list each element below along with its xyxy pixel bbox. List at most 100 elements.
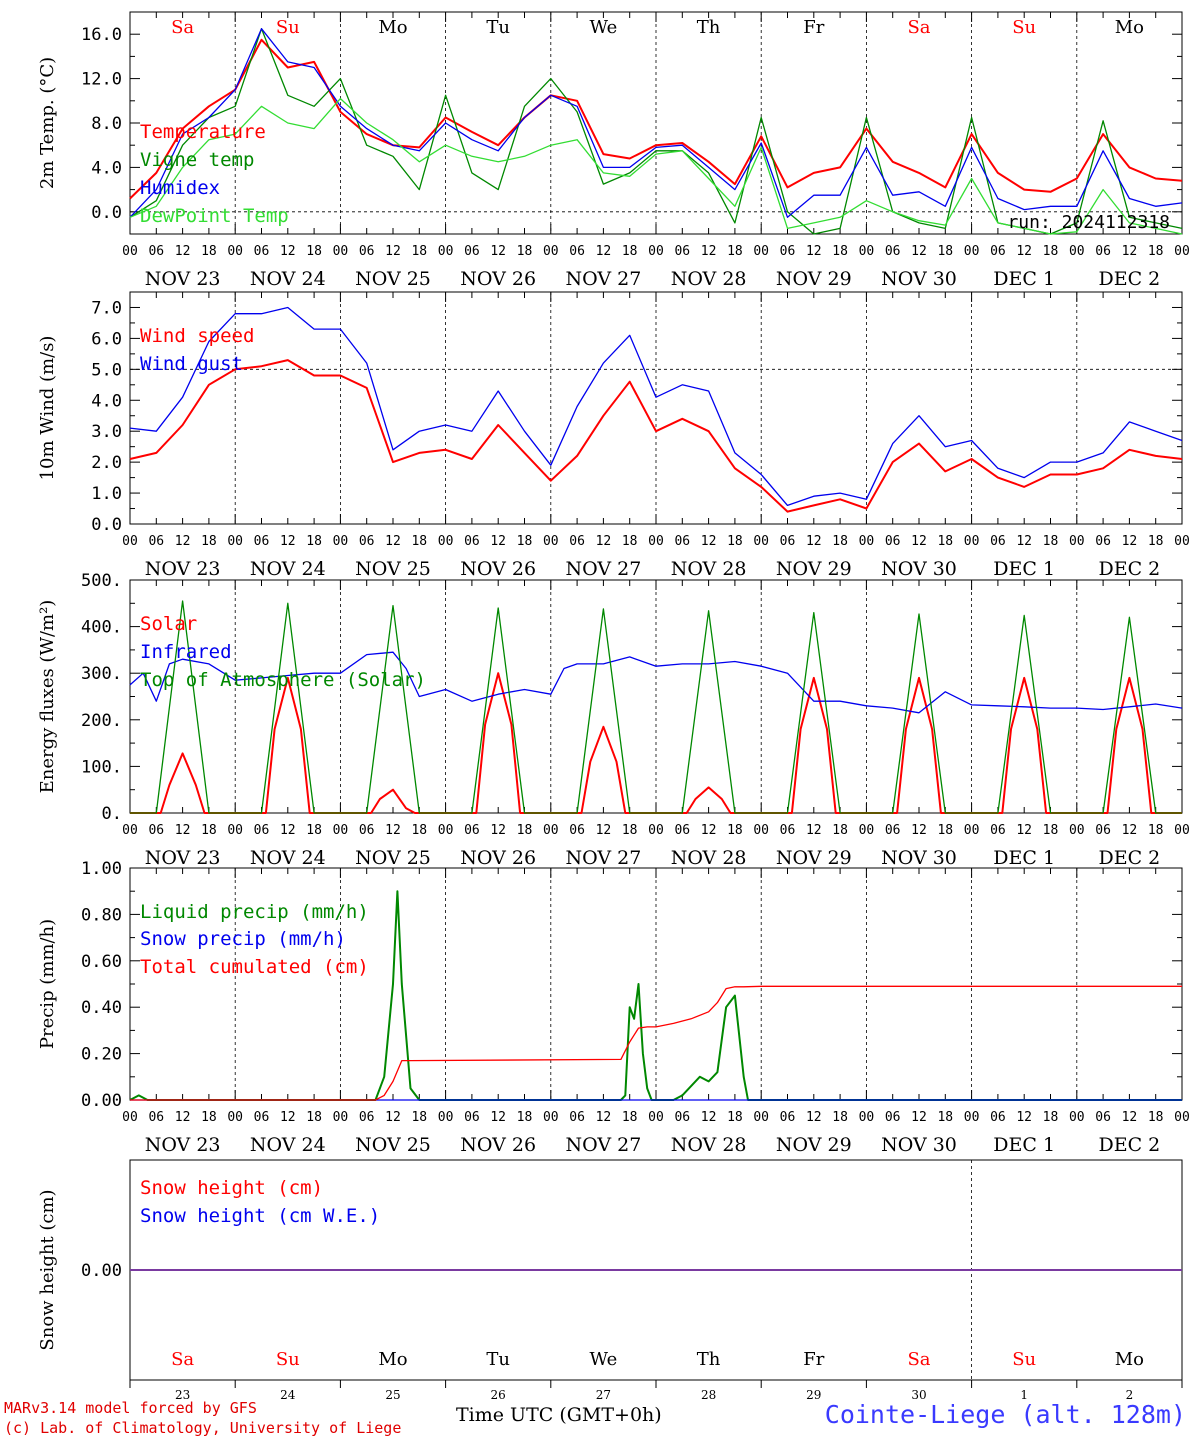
day-number-label: 29	[806, 1388, 821, 1402]
x-date-label: NOV 26	[460, 268, 536, 290]
x-hour-label: 18	[832, 244, 848, 259]
x-hour-label: 12	[385, 244, 401, 259]
x-hour-label: 12	[596, 1110, 612, 1125]
series-line-humidex	[129, 28, 1183, 218]
x-date-label: NOV 27	[565, 558, 641, 580]
x-date-label: NOV 23	[145, 558, 221, 580]
x-hour-label: 06	[885, 244, 901, 259]
x-hour-label: 00	[859, 534, 875, 549]
x-hour-label: 18	[727, 823, 743, 838]
legend-entry: Snow precip (mm/h)	[140, 928, 346, 950]
x-hour-label: 00	[753, 823, 769, 838]
x-hour-label: 06	[359, 244, 375, 259]
x-hour-label: 06	[1095, 534, 1111, 549]
legend-entry: Snow height (cm)	[140, 1177, 323, 1199]
x-hour-label: 00	[227, 534, 243, 549]
x-hour-label: 00	[1069, 823, 1085, 838]
x-hour-label: 00	[543, 244, 559, 259]
x-hour-label: 12	[806, 823, 822, 838]
x-date-label: NOV 23	[145, 847, 221, 869]
x-hour-label: 00	[438, 244, 454, 259]
day-name-label: We	[590, 17, 618, 38]
x-hour-label: 18	[517, 823, 533, 838]
x-date-label: NOV 29	[776, 847, 852, 869]
x-date-label: NOV 24	[250, 268, 326, 290]
x-hour-label: 12	[701, 244, 717, 259]
lab-credit: (c) Lab. of Climatology, University of L…	[4, 1419, 402, 1437]
x-hour-label: 18	[306, 244, 322, 259]
x-hour-label: 18	[306, 1110, 322, 1125]
legend-entry: Wind gust	[140, 353, 243, 375]
x-hour-label: 12	[701, 1110, 717, 1125]
legend-entry: Top of Atmosphere (Solar)	[140, 669, 426, 691]
model-credit: MARv3.14 model forced by GFS	[4, 1399, 257, 1417]
panel-2: 7.0 6.0 5.0 4.0 3.0 2.0 1.0 0.0 10m Wind (m/s) 00…	[37, 291, 1190, 580]
x-hour-label: 00	[122, 1110, 138, 1125]
x-date-label: NOV 30	[881, 268, 957, 290]
x-hour-label: 06	[885, 534, 901, 549]
x-hour-label: 00	[1069, 1110, 1085, 1125]
x-date-label: DEC 2	[1099, 268, 1161, 290]
x-hour-label: 18	[201, 823, 217, 838]
x-hour-label: 06	[254, 823, 270, 838]
x-hour-label: 00	[1174, 534, 1190, 549]
x-date-label: NOV 25	[355, 558, 431, 580]
x-date-label: NOV 26	[460, 558, 536, 580]
x-hour-label: 00	[1174, 244, 1190, 259]
panel-3: 500. 400. 300. 200. 100. 0. Energy fluxes (W/m…	[37, 571, 1190, 869]
x-hour-label: 18	[517, 1110, 533, 1125]
day-name-label: Th	[697, 17, 721, 38]
station-name: Cointe-Liege (alt. 128m)	[824, 1400, 1186, 1429]
x-hour-label: 12	[490, 823, 506, 838]
series-line-temperature	[129, 38, 1183, 200]
x-hour-label: 12	[911, 244, 927, 259]
x-hour-label: 00	[964, 534, 980, 549]
day-name-label: We	[590, 1349, 618, 1370]
day-number-label: 2	[1126, 1388, 1134, 1402]
x-hour-label: 12	[1016, 534, 1032, 549]
x-hour-label: 12	[280, 244, 296, 259]
x-hour-label: 18	[306, 534, 322, 549]
x-hour-label: 18	[411, 823, 427, 838]
x-hour-label: 12	[596, 244, 612, 259]
y-tick-label: 0.0	[91, 203, 122, 223]
y-tick-label: 0.60	[81, 952, 122, 972]
y-tick-label: 300.	[81, 664, 122, 684]
x-hour-label: 18	[201, 244, 217, 259]
x-hour-label: 12	[1016, 244, 1032, 259]
x-hour-label: 18	[1148, 534, 1164, 549]
x-hour-label: 12	[175, 244, 191, 259]
y-tick-label: 4.0	[91, 391, 122, 411]
panel-4: 1.00 0.80 0.60 0.40 0.20 0.00 Precip (mm/h) 00 0…	[37, 859, 1190, 1156]
day-number-label: 27	[596, 1388, 611, 1402]
x-hour-label: 12	[806, 1110, 822, 1125]
x-hour-label: 00	[122, 244, 138, 259]
x-hour-label: 18	[622, 244, 638, 259]
series-line-total-cumulated-cm-	[130, 985, 1182, 1101]
y-tick-label: 400.	[81, 618, 122, 638]
x-hour-label: 18	[517, 244, 533, 259]
x-hour-label: 00	[859, 1110, 875, 1125]
x-hour-label: 00	[648, 244, 664, 259]
y-tick-label: 8.0	[91, 114, 122, 134]
x-hour-label: 00	[648, 823, 664, 838]
x-date-label: NOV 29	[776, 1134, 852, 1156]
x-hour-label: 00	[753, 534, 769, 549]
x-hour-label: 06	[148, 534, 164, 549]
x-hour-label: 18	[1043, 534, 1059, 549]
day-number-label: 30	[911, 1388, 926, 1402]
day-name-label: Tu	[486, 1349, 510, 1370]
y-tick-label: 0.0	[91, 515, 122, 535]
x-date-label: DEC 2	[1099, 847, 1161, 869]
day-name-label: Mo	[378, 1349, 407, 1370]
x-hour-label: 06	[780, 823, 796, 838]
x-hour-label: 12	[280, 823, 296, 838]
day-name-label: Su	[276, 17, 300, 38]
x-hour-label: 00	[964, 823, 980, 838]
x-hour-label: 18	[937, 823, 953, 838]
legend-entry: Snow height (cm W.E.)	[140, 1205, 380, 1227]
x-hour-label: 06	[464, 534, 480, 549]
x-date-label: DEC 2	[1099, 558, 1161, 580]
x-hour-label: 18	[306, 823, 322, 838]
day-number-label: 23	[175, 1388, 190, 1402]
